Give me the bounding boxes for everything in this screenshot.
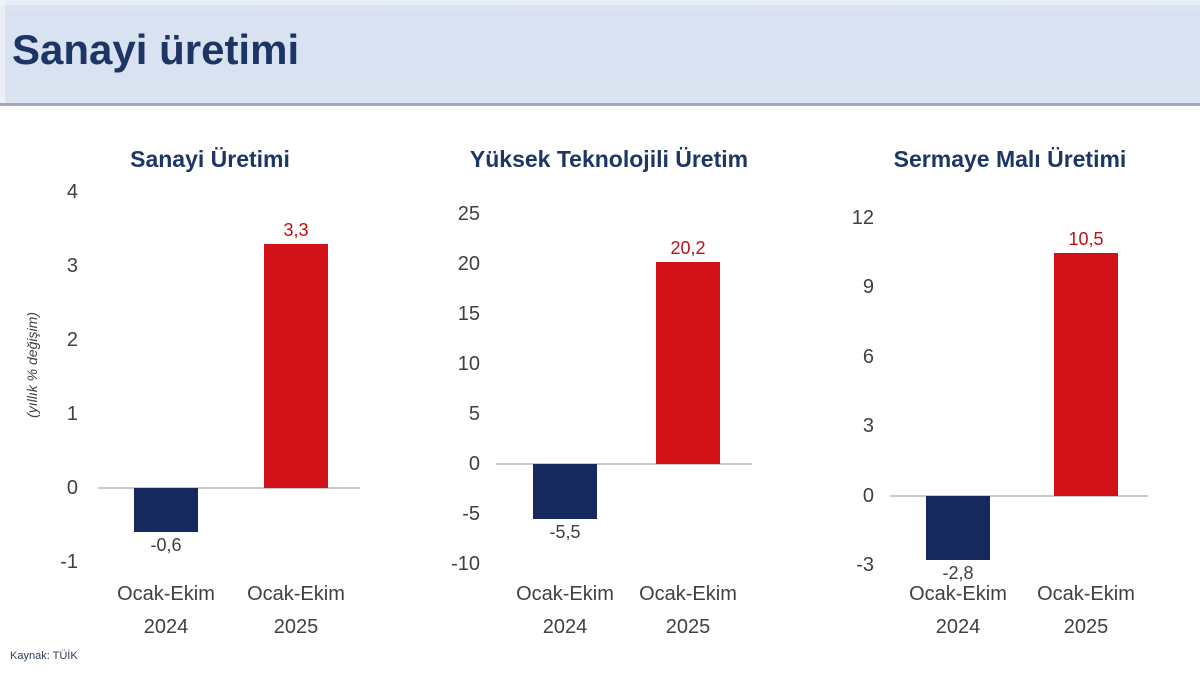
y-axis-tick: 0: [862, 484, 874, 507]
zero-axis-line: [890, 494, 1148, 497]
y-axis-tick: 4: [66, 181, 78, 203]
page-title: Sanayi üretimi: [12, 26, 300, 73]
bar-value-label: -2,8: [942, 563, 974, 584]
bar-value-label: 3,3: [283, 219, 309, 240]
y-axis-tick: -3: [856, 554, 874, 576]
bar-2025: [264, 243, 328, 488]
y-axis-tick: -1: [60, 551, 78, 573]
y-axis-tick: 3: [66, 255, 78, 277]
y-axis-tick: 25: [457, 203, 480, 225]
y-axis-tick: 2: [66, 329, 78, 351]
zero-axis-line: [496, 463, 752, 465]
x-axis-label: Ocak-Ekim 2025: [639, 583, 737, 638]
x-axis-label: Ocak-Ekim 2025: [247, 583, 345, 638]
bar-value-label: 20,2: [670, 238, 706, 258]
y-axis-tick: 5: [468, 403, 480, 425]
y-axis-tick: 6: [862, 345, 874, 368]
x-axis-label: Ocak-Ekim 2024: [909, 583, 1007, 638]
y-axis-tick: 3: [862, 415, 874, 438]
x-axis-label: Ocak-Ekim 2024: [516, 583, 614, 638]
bar-value-label: 10,5: [1068, 228, 1104, 249]
bar-2024: [134, 488, 198, 533]
zero-axis-line: [98, 487, 360, 489]
chart-title: Sermaye Malı Üretimi: [893, 146, 1127, 172]
y-axis-tick: -10: [451, 553, 480, 575]
y-axis-tick: 20: [457, 253, 480, 275]
y-axis-tick: 10: [457, 353, 480, 375]
y-axis-tick: 0: [468, 453, 480, 475]
bar-value-label: -0,6: [150, 535, 182, 556]
bar-value-label: -5,5: [549, 522, 581, 542]
x-axis-label: Ocak-Ekim 2024: [117, 583, 215, 638]
bar-2024: [533, 464, 597, 519]
slide-header: Sanayi üretimi: [0, 0, 1200, 106]
y-axis-tick: 12: [851, 207, 874, 229]
bar-2024: [926, 495, 990, 561]
y-axis-tick: 15: [457, 303, 480, 325]
chart-title: Sanayi Üretimi: [130, 146, 290, 172]
bar-2025: [656, 262, 720, 464]
y-axis-tick: -5: [462, 503, 480, 525]
y-axis-tick: 9: [862, 276, 874, 299]
y-axis-tick: 1: [66, 403, 78, 425]
source-note: Kaynak: TÜİK: [10, 650, 78, 662]
chart-title: Yüksek Teknolojili Üretim: [469, 146, 749, 172]
x-axis-label: Ocak-Ekim 2025: [1037, 583, 1135, 638]
y-axis-tick: 0: [66, 477, 78, 499]
bar-2025: [1054, 252, 1118, 496]
